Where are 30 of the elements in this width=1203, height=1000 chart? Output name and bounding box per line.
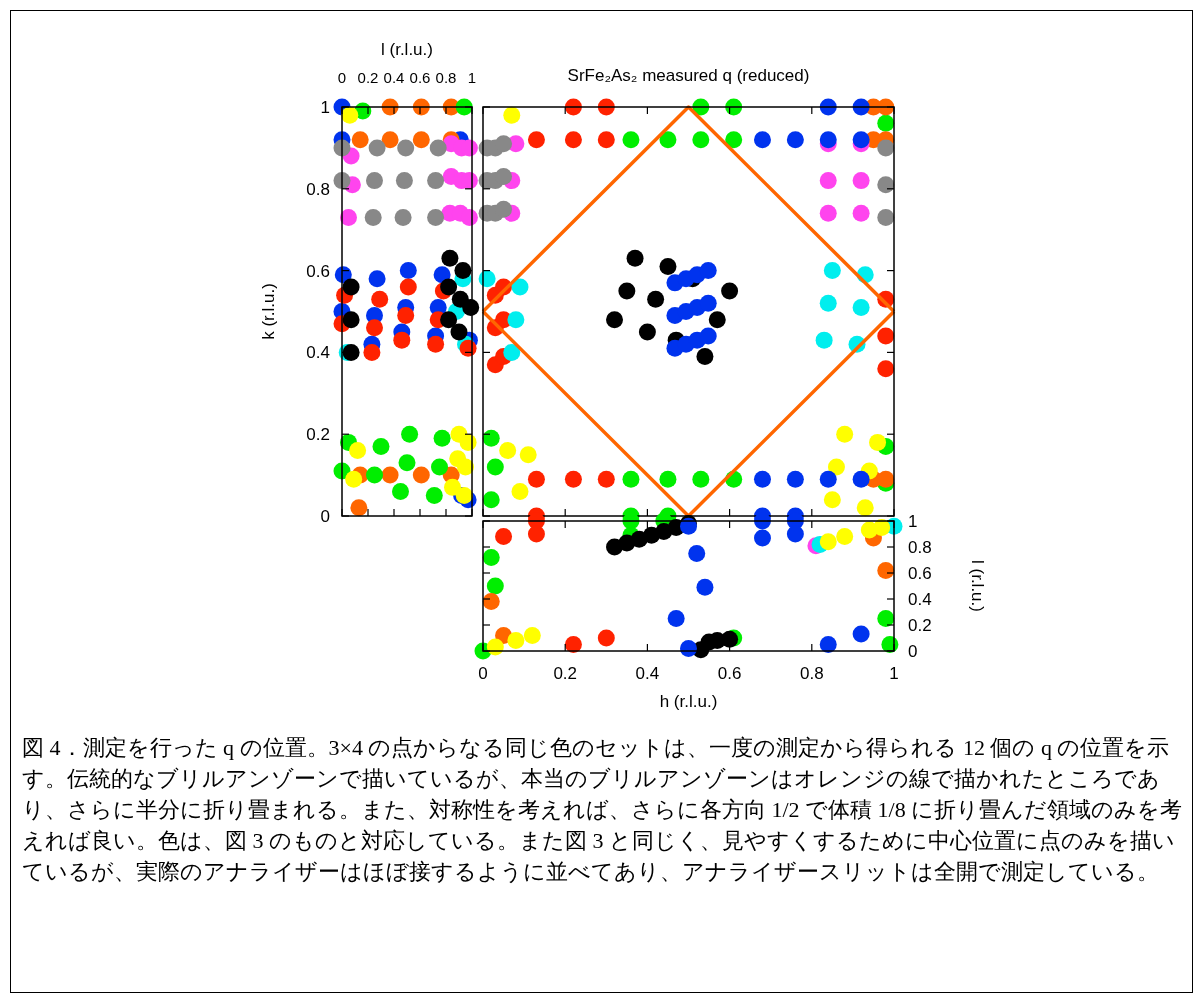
chart-title: SrFe₂As₂ measured q (reduced) [567, 66, 810, 85]
y2-tick-label: 1 [908, 512, 918, 531]
y2-tick-label: 0 [908, 642, 918, 661]
x-tick-label: 0 [337, 69, 347, 86]
x-axis-title: l (r.l.u.) [381, 40, 433, 59]
y-tick-label: 1 [320, 98, 330, 117]
caption: 図 4．測定を行った q の位置。3×4 の点からなる同じ色のセットは、一度の測定から得られる 12 個の q の位置を示す。伝統的なブリルアンゾーンで描いているが、本当のブリルアンゾーンはオレンジの線で描かれたところであり、さらに半分に折り畳まれる。また、対称性を考えれば、さらに各方向 1/2 で体積 1/8 に折り畳んだ領域のみを考えれば良い。色は、図 3 のものと対応している。また図 3 と同じく、見やすくするために中心位置に点のみを描いているが、実際のアナライザーはほぼ接するように並べてあり、アナライザースリットは全開で測定している。 [22, 734, 1184, 886]
y-tick-label: 0.4 [306, 343, 330, 363]
y-tick-label: 0.2 [306, 425, 330, 445]
x-tick-label: 0 [478, 664, 488, 683]
x-tick-label: 0.2 [553, 664, 578, 683]
x-tick-label: 0.4 [635, 664, 660, 683]
y2-tick-label: 0.4 [908, 590, 932, 609]
x-axis-title: h (r.l.u.) [659, 692, 718, 711]
y-axis-title: k (r.l.u.) [259, 283, 278, 340]
x-tick-label: 1 [467, 69, 477, 86]
x-tick-label: 0.4 [383, 69, 405, 86]
y2-tick-label: 0.8 [908, 538, 932, 557]
x-tick-label: 1 [889, 664, 899, 683]
y2-axis-title: l (r.l.u.) [968, 560, 987, 612]
x-tick-label: 0.8 [799, 664, 824, 683]
y-tick-label: 0 [320, 507, 330, 526]
y-tick-label: 0.6 [306, 261, 330, 281]
y2-tick-label: 0.6 [908, 564, 932, 583]
y-tick-label: 0.8 [306, 179, 330, 199]
y2-tick-label: 0.2 [908, 616, 932, 635]
x-tick-label: 0.6 [409, 69, 431, 86]
x-tick-label: 0.8 [435, 69, 457, 86]
x-tick-label: 0.6 [717, 664, 742, 683]
x-tick-label: 0.2 [357, 69, 379, 86]
